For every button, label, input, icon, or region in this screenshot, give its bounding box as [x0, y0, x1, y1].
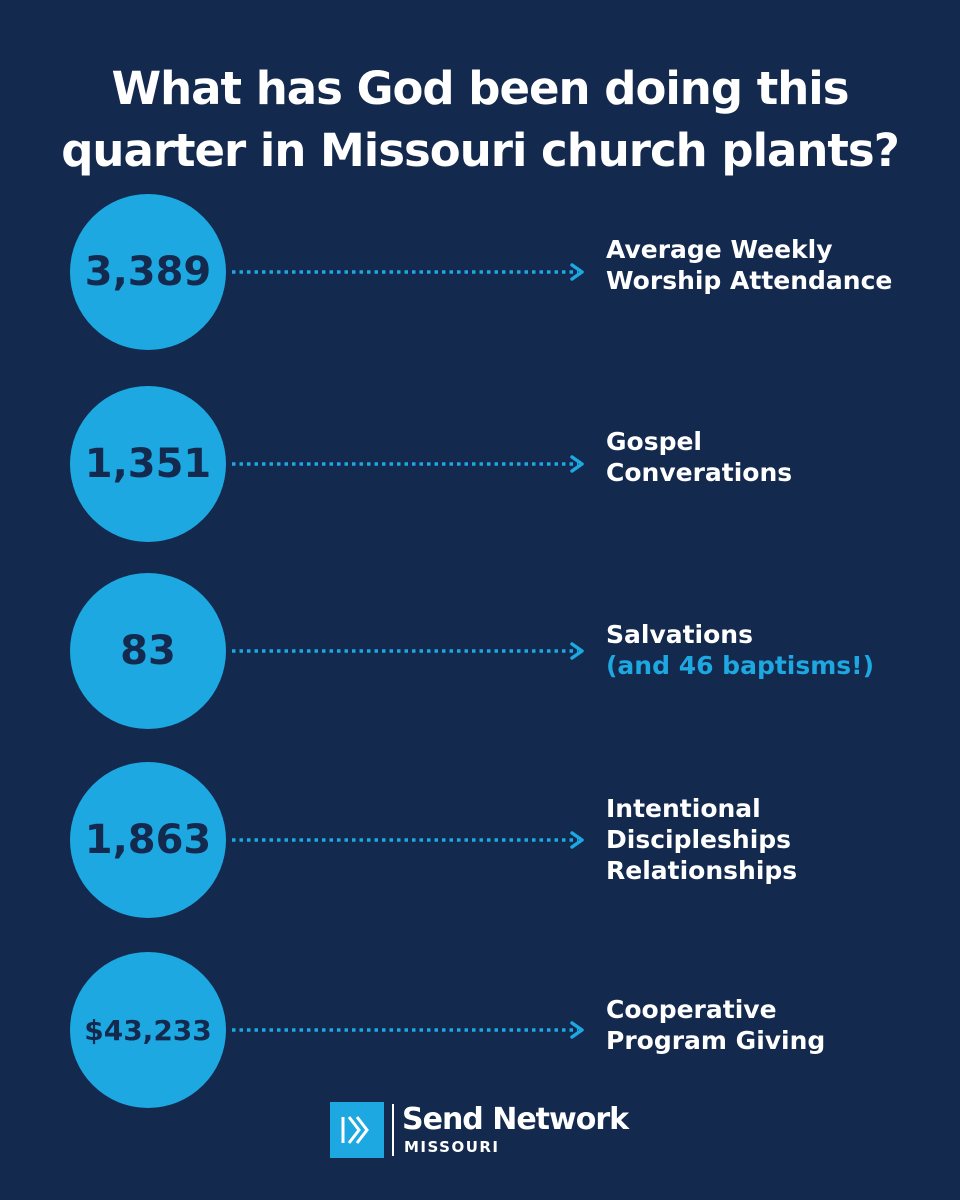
stat-row-discipleships: 1,863 Intentional Discipleships Relation…: [0, 762, 960, 918]
stat-label-line: Salvations: [606, 620, 753, 649]
stat-value: 1,863: [84, 817, 212, 863]
stat-circle: $43,233: [70, 952, 226, 1108]
stat-label-line: Cooperative: [606, 995, 777, 1024]
stat-label: Salvations (and 46 baptisms!): [606, 619, 874, 681]
stat-label: Intentional Discipleships Relationships: [606, 793, 797, 886]
stat-label: Average Weekly Worship Attendance: [606, 234, 892, 296]
stat-row-gospel-conversations: 1,351 Gospel Converations: [0, 386, 960, 542]
send-network-chevron-icon: [330, 1102, 384, 1158]
logo-divider: [392, 1104, 394, 1156]
stat-value: 1,351: [84, 441, 212, 487]
stat-row-cooperative-giving: $43,233 Cooperative Program Giving: [0, 952, 960, 1108]
stat-label-line: Discipleships: [606, 825, 792, 854]
stat-label-line: Program Giving: [606, 1026, 826, 1055]
stat-value: 83: [120, 628, 176, 674]
stat-label-line: Gospel: [606, 427, 702, 456]
stat-value: 3,389: [84, 249, 212, 295]
stat-circle: 1,863: [70, 762, 226, 918]
stat-label-line: Converations: [606, 458, 793, 487]
logo-region: MISSOURI: [404, 1138, 500, 1156]
stat-label-line: Relationships: [606, 856, 798, 885]
stat-label-line: Intentional: [606, 794, 761, 823]
stat-row-salvations: 83 Salvations (and 46 baptisms!): [0, 573, 960, 729]
send-network-logo: Send Network MISSOURI: [330, 1102, 650, 1162]
stat-label: Cooperative Program Giving: [606, 994, 825, 1056]
dotted-arrow-icon: [232, 831, 584, 849]
stat-label: Gospel Converations: [606, 426, 792, 488]
stat-sublabel: (and 46 baptisms!): [606, 651, 875, 680]
dotted-arrow-icon: [232, 455, 584, 473]
stat-label-line: Worship Attendance: [606, 266, 893, 295]
stat-row-attendance: 3,389 Average Weekly Worship Attendance: [0, 194, 960, 350]
dotted-arrow-icon: [232, 263, 584, 281]
stat-label-line: Average Weekly: [606, 235, 833, 264]
stat-circle: 3,389: [70, 194, 226, 350]
title-line-2: quarter in Missouri church plants?: [61, 124, 900, 177]
stat-circle: 83: [70, 573, 226, 729]
logo-name: Send Network: [402, 1102, 629, 1137]
dotted-arrow-icon: [232, 642, 584, 660]
stat-value: $43,233: [84, 1013, 212, 1047]
dotted-arrow-icon: [232, 1021, 584, 1039]
stat-circle: 1,351: [70, 386, 226, 542]
page-title: What has God been doing this quarter in …: [0, 58, 960, 182]
title-line-1: What has God been doing this: [111, 62, 850, 115]
